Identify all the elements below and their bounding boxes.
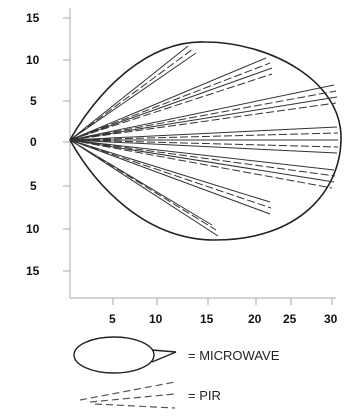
y-tick-label: 0	[30, 135, 37, 149]
legend-microwave-swatch-tip	[151, 349, 177, 363]
y-tick-label: 15	[26, 11, 40, 25]
x-tick-labels: 5 10 15 20 25 30	[109, 312, 338, 326]
y-tick-label: 10	[26, 222, 40, 236]
y-tick-label: 15	[26, 264, 40, 278]
x-tick-label: 15	[200, 312, 214, 326]
x-tick-label: 5	[109, 312, 116, 326]
legend: = MICROWAVE = PIR	[73, 336, 280, 409]
y-tick-label: 5	[30, 94, 37, 108]
legend-pir-swatch	[79, 381, 176, 409]
legend-pir-label: = PIR	[188, 388, 221, 403]
legend-microwave-label: = MICROWAVE	[188, 348, 280, 363]
y-tick-label: 10	[26, 53, 40, 67]
x-tick-label: 30	[324, 312, 338, 326]
x-tick-label: 10	[149, 312, 163, 326]
x-tick-marks	[112, 298, 333, 305]
microwave-lobe	[69, 41, 342, 241]
x-tick-label: 25	[283, 312, 297, 326]
pir-beams	[69, 45, 339, 237]
y-tick-label: 5	[30, 179, 37, 193]
y-tick-marks	[63, 17, 70, 272]
legend-microwave-swatch	[73, 336, 155, 374]
x-tick-label: 20	[248, 312, 262, 326]
axes	[69, 8, 336, 299]
y-tick-labels: 15 10 5 0 5 10 15	[26, 11, 40, 278]
